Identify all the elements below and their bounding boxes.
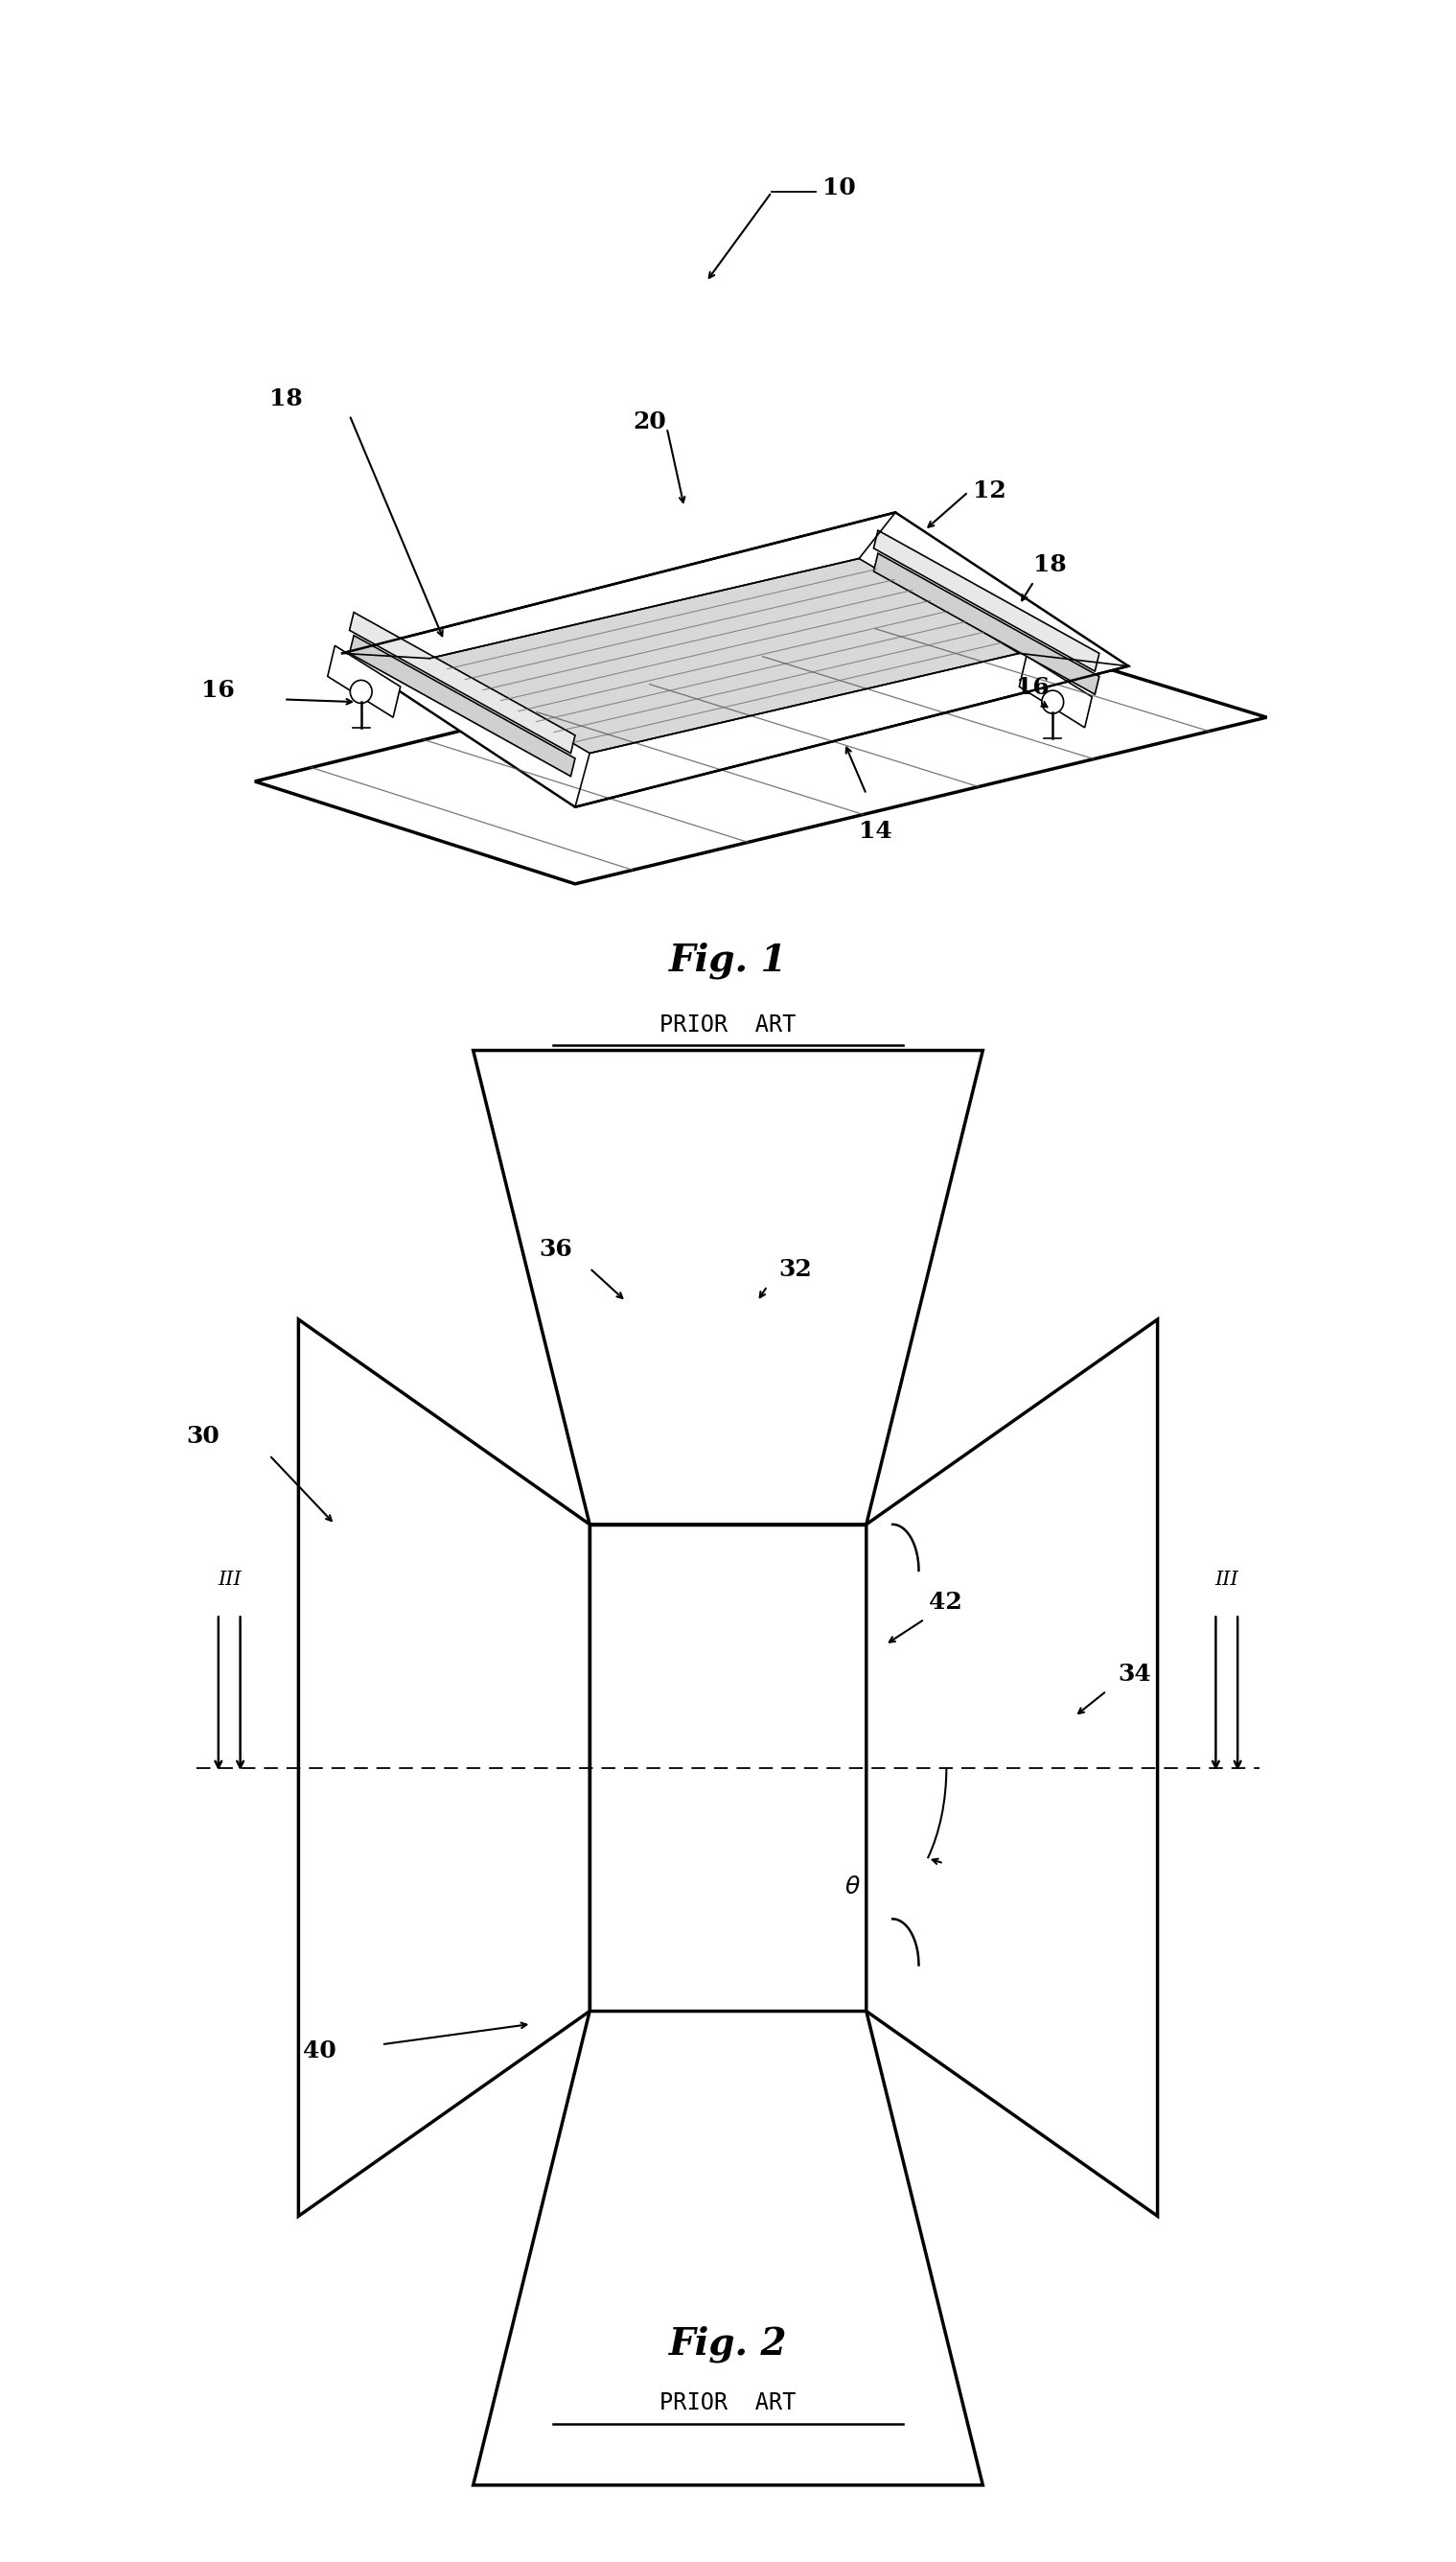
Ellipse shape xyxy=(349,679,371,702)
Text: 42: 42 xyxy=(929,1591,962,1614)
Text: PRIOR  ART: PRIOR ART xyxy=(660,1015,796,1035)
Text: 40: 40 xyxy=(303,2039,336,2062)
Bar xyxy=(590,1524,866,2011)
Text: 36: 36 xyxy=(539,1237,572,1261)
Ellipse shape xyxy=(1041,692,1063,715)
Polygon shape xyxy=(874,553,1099,694)
Text: PRIOR  ART: PRIOR ART xyxy=(660,2393,796,2413)
Text: Fig. 2: Fig. 2 xyxy=(668,2326,788,2362)
Text: 10: 10 xyxy=(823,177,856,200)
Text: 34: 34 xyxy=(1118,1663,1152,1686)
Polygon shape xyxy=(866,1319,1158,2216)
Text: 14: 14 xyxy=(859,820,893,843)
Polygon shape xyxy=(255,615,1267,884)
Polygon shape xyxy=(349,612,575,753)
Text: $\theta$: $\theta$ xyxy=(844,1875,860,1898)
Text: 20: 20 xyxy=(633,410,667,433)
Polygon shape xyxy=(349,635,575,776)
Text: 18: 18 xyxy=(1034,553,1067,576)
Polygon shape xyxy=(1019,656,1092,728)
Text: Fig. 1: Fig. 1 xyxy=(668,943,788,979)
Text: 12: 12 xyxy=(973,479,1006,502)
Text: 32: 32 xyxy=(779,1258,812,1281)
Polygon shape xyxy=(473,2011,983,2485)
Polygon shape xyxy=(430,559,1019,753)
Polygon shape xyxy=(473,1050,983,1524)
Text: III: III xyxy=(217,1571,242,1588)
Polygon shape xyxy=(298,1319,590,2216)
Text: 18: 18 xyxy=(269,387,303,410)
Polygon shape xyxy=(328,646,400,717)
Polygon shape xyxy=(342,512,1128,807)
Polygon shape xyxy=(874,530,1099,671)
Text: III: III xyxy=(1214,1571,1239,1588)
Text: 16: 16 xyxy=(201,679,234,702)
Text: 16: 16 xyxy=(1016,676,1050,699)
Text: 30: 30 xyxy=(186,1424,220,1448)
